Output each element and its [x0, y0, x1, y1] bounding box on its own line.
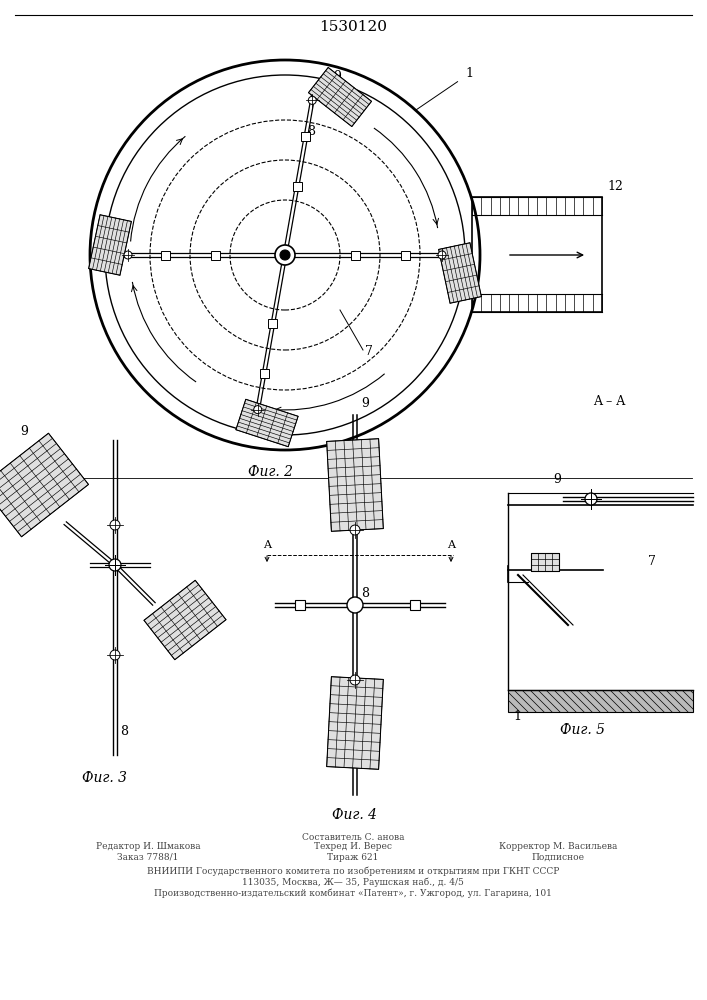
Circle shape	[275, 245, 295, 265]
Text: 1: 1	[465, 67, 473, 80]
Circle shape	[110, 650, 120, 660]
Circle shape	[124, 251, 132, 259]
Circle shape	[280, 250, 290, 260]
Text: 1530120: 1530120	[319, 20, 387, 34]
Polygon shape	[88, 215, 132, 275]
Text: 7: 7	[648, 555, 656, 568]
Text: Корректор М. Васильева: Корректор М. Васильева	[499, 842, 617, 851]
Text: 9: 9	[20, 425, 28, 438]
Text: 9: 9	[333, 70, 341, 83]
Text: ВНИИПИ Государственного комитета по изобретениям и открытиям при ГКНТ СССР: ВНИИПИ Государственного комитета по изоб…	[147, 866, 559, 876]
Polygon shape	[236, 399, 298, 447]
Bar	[160, 250, 170, 259]
Circle shape	[105, 75, 465, 435]
Bar	[269, 319, 277, 328]
Circle shape	[438, 251, 446, 259]
Circle shape	[110, 520, 120, 530]
Text: Техред И. Верес: Техред И. Верес	[314, 842, 392, 851]
Text: Фиг. 2: Фиг. 2	[247, 465, 293, 479]
Circle shape	[350, 675, 360, 685]
Text: Подписное: Подписное	[532, 853, 585, 862]
Bar	[351, 250, 359, 259]
Bar	[508, 690, 693, 712]
Circle shape	[347, 597, 363, 613]
Text: Тираж 621: Тираж 621	[327, 853, 379, 862]
Polygon shape	[438, 243, 481, 303]
Text: 1: 1	[513, 710, 521, 723]
Bar	[211, 250, 219, 259]
Polygon shape	[327, 439, 383, 531]
Polygon shape	[308, 67, 371, 127]
Bar	[472, 197, 602, 312]
Bar	[508, 690, 693, 712]
Text: 8: 8	[307, 125, 315, 138]
Bar	[410, 600, 420, 610]
Text: A: A	[263, 540, 271, 550]
Circle shape	[585, 493, 597, 505]
Text: 9: 9	[553, 473, 561, 486]
Bar	[301, 132, 310, 141]
Text: Фиг. 3: Фиг. 3	[83, 771, 127, 785]
Text: Заказ 7788/1: Заказ 7788/1	[117, 853, 179, 862]
Text: 9: 9	[361, 397, 369, 410]
Bar	[400, 250, 409, 259]
Text: Редактор И. Шмакова: Редактор И. Шмакова	[95, 842, 200, 851]
Text: 12: 12	[607, 180, 623, 193]
Circle shape	[308, 96, 316, 104]
Text: 7: 7	[365, 345, 373, 358]
Text: Фиг. 5: Фиг. 5	[561, 723, 605, 737]
Polygon shape	[327, 677, 383, 769]
Text: 8: 8	[361, 587, 369, 600]
Text: Производственно-издательский комбинат «Патент», г. Ужгород, ул. Гагарина, 101: Производственно-издательский комбинат «П…	[154, 888, 552, 898]
Bar	[293, 182, 302, 191]
Polygon shape	[144, 580, 226, 660]
Circle shape	[254, 406, 262, 414]
Text: 113035, Москва, Ж— 35, Раушская наб., д. 4/5: 113035, Москва, Ж— 35, Раушская наб., д.…	[242, 878, 464, 887]
Text: Фиг. 4: Фиг. 4	[332, 808, 378, 822]
Polygon shape	[531, 553, 559, 571]
Text: 8: 8	[120, 725, 128, 738]
Bar	[259, 369, 269, 378]
Bar	[295, 600, 305, 610]
Polygon shape	[0, 433, 88, 537]
Text: Составитель С. анова: Составитель С. анова	[302, 832, 404, 842]
Circle shape	[109, 559, 121, 571]
Circle shape	[350, 525, 360, 535]
Text: A – A: A – A	[593, 395, 625, 408]
Text: A: A	[447, 540, 455, 550]
